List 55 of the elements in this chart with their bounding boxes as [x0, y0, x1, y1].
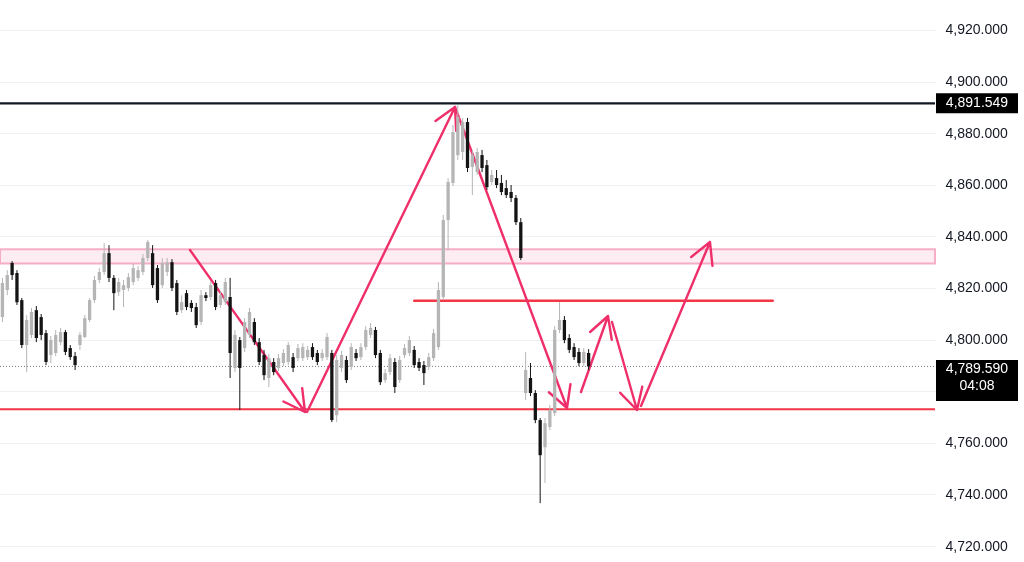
candlestick	[470, 149, 474, 196]
candlestick	[112, 274, 116, 311]
ref-line-label: 4,789.590 04:08	[945, 360, 1009, 394]
candlestick	[523, 351, 528, 401]
candlestick	[213, 279, 218, 311]
candlestick	[354, 348, 358, 362]
candlestick	[286, 341, 290, 366]
y-tick-label: 4,740.000	[945, 485, 1008, 502]
candlestick	[267, 353, 271, 388]
y-tick-label: 4,760.000	[945, 434, 1008, 451]
candlestick	[509, 184, 513, 203]
y-tick-label: 4,900.000	[945, 73, 1008, 90]
candlestick	[146, 239, 150, 262]
candlestick	[73, 351, 77, 371]
candlestick	[5, 269, 9, 296]
candlestick	[407, 335, 412, 357]
candlestick	[184, 289, 189, 311]
candlestick	[364, 325, 368, 351]
candlestick	[383, 368, 387, 384]
y-tick-label: 4,920.000	[945, 21, 1008, 38]
candlestick	[494, 169, 499, 189]
candlestick	[194, 302, 198, 329]
candlestick	[562, 315, 567, 344]
candlestick	[126, 272, 131, 292]
candlestick	[344, 355, 349, 384]
y-tick-label: 4,720.000	[945, 537, 1008, 554]
candlestick	[204, 291, 208, 302]
candlestick	[528, 362, 533, 397]
candlestick	[87, 297, 92, 323]
candlestick	[557, 301, 562, 334]
y-tick-label: 4,840.000	[945, 227, 1008, 244]
candlestick	[63, 329, 68, 356]
y-tick-label: 4,880.000	[945, 124, 1008, 141]
candlestick	[117, 277, 121, 297]
ref-line-label: 4,891.549	[945, 94, 1009, 111]
y-tick-label: 4,800.000	[945, 331, 1008, 348]
y-tick-label: 4,820.000	[945, 279, 1008, 296]
candlestick	[339, 350, 344, 373]
candlestick	[475, 147, 479, 176]
candlestick	[49, 335, 53, 364]
candlestick	[223, 277, 227, 306]
candlestick	[388, 353, 392, 376]
y-tick-label: 4,860.000	[945, 176, 1008, 193]
candlestick	[209, 280, 213, 301]
candlestick	[29, 307, 34, 339]
candlestick	[349, 342, 353, 371]
candlestick	[92, 275, 97, 304]
candlestick	[499, 174, 504, 196]
candlestick	[325, 332, 329, 361]
candlestick	[121, 279, 126, 308]
candlestick	[247, 307, 252, 339]
candlestick	[398, 355, 402, 384]
candlestick	[291, 352, 295, 373]
candlestick	[102, 242, 106, 276]
candlestick	[252, 317, 256, 346]
